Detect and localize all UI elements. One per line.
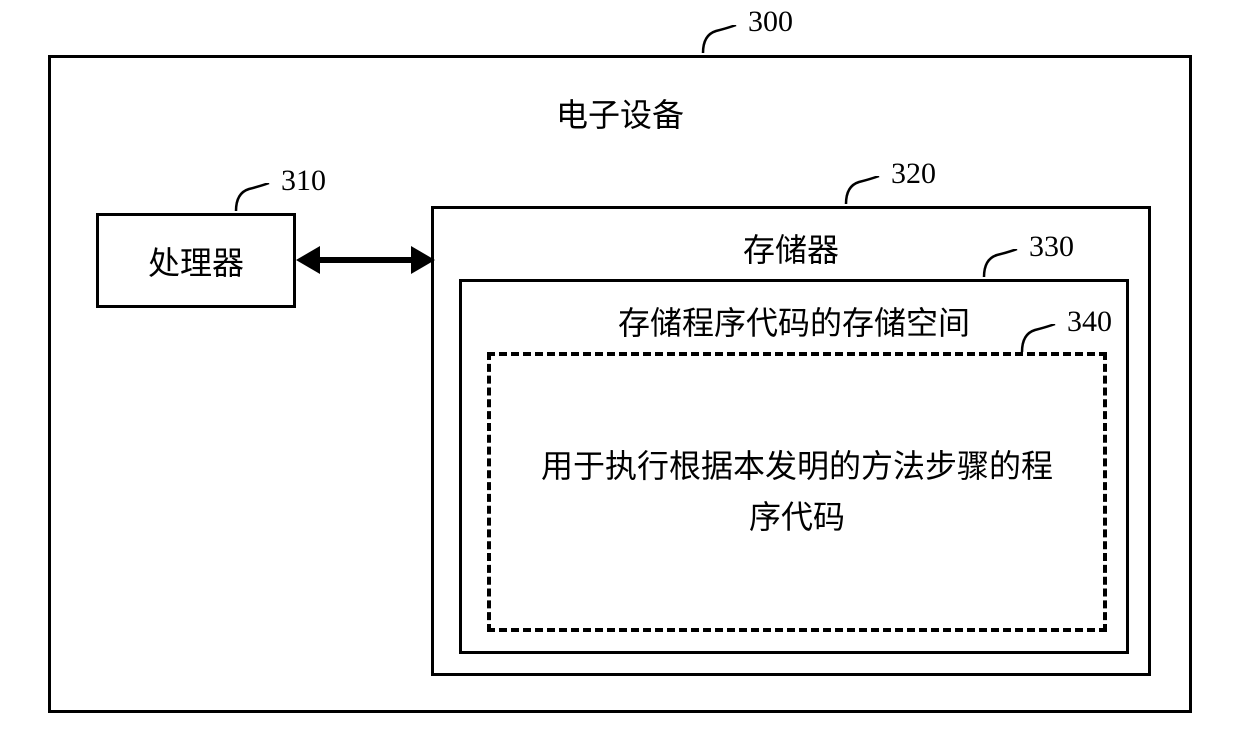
ref-hook-340 [1017,324,1057,352]
ref-hook-320 [841,176,881,204]
ref-label-330: 330 [1029,230,1074,264]
ref-label-340: 340 [1067,305,1112,339]
bidirectional-arrow [306,257,421,263]
code-label: 用于执行根据本发明的方法步骤的程序代码 [531,441,1063,543]
storage-box: 存储程序代码的存储空间 340 用于执行根据本发明的方法步骤的程序代码 [459,279,1129,654]
block-diagram: 300 电子设备 310 处理器 320 存储器 330 存储程序代码的存储空间 [48,55,1192,713]
code-box: 用于执行根据本发明的方法步骤的程序代码 [487,352,1107,632]
ref-hook-300 [698,25,738,53]
ref-label-310: 310 [281,164,326,198]
processor-box: 处理器 [96,213,296,308]
ref-hook-330 [979,249,1019,277]
outer-box: 电子设备 310 处理器 320 存储器 330 存储程序代码的存储空间 [48,55,1192,713]
memory-box: 存储器 330 存储程序代码的存储空间 340 用于执行根据本发明的方法步骤的程… [431,206,1151,676]
processor-label: 处理器 [148,238,244,284]
ref-label-320: 320 [891,157,936,191]
ref-label-300: 300 [748,5,793,39]
outer-title: 电子设备 [51,90,1189,136]
ref-hook-310 [231,183,271,211]
